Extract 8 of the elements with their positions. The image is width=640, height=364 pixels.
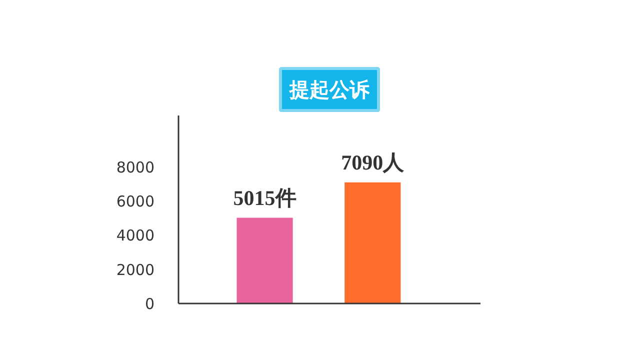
y-tick-label: 0 [144, 295, 155, 313]
y-tick-label: 4000 [116, 226, 155, 245]
y-tick-label: 8000 [116, 158, 155, 176]
data-label: 7090人 [341, 150, 406, 174]
data-label: 5015件 [233, 186, 296, 210]
y-tick-label: 6000 [116, 192, 155, 210]
chart-title: 提起公诉 [288, 78, 370, 102]
y-tick-label: 2000 [116, 260, 155, 279]
